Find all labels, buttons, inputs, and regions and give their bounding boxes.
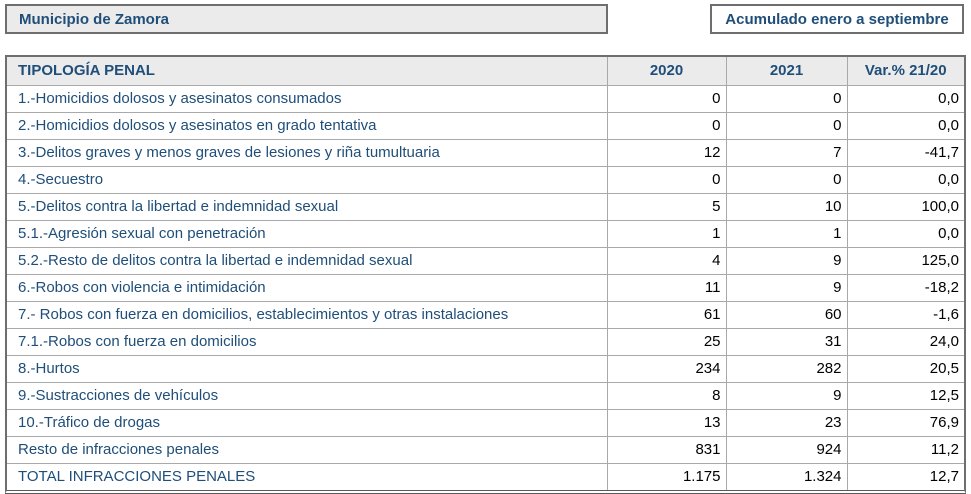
row-label-cell: Resto de infracciones penales (7, 436, 608, 464)
value-2021-cell: 0 (726, 166, 848, 194)
table-row: 7.1.-Robos con fuerza en domicilios 25 31 2… (7, 328, 964, 356)
var-percent-cell: -18,2 (847, 274, 964, 302)
table-row: 1.-Homicidios dolosos y asesinatos consu… (7, 85, 964, 113)
var-percent-cell: 0,0 (847, 112, 964, 140)
value-2020-cell: 12 (607, 139, 727, 167)
value-2020-cell: 8 (607, 382, 727, 410)
table-row: 6.-Robos con violencia e intimidación 11 9… (7, 274, 964, 302)
var-percent-cell: 12,7 (929, 468, 959, 486)
value-2021-cell: 60 (726, 301, 848, 329)
value-2020-cell: 0 (607, 85, 727, 113)
value-2020-cell: 1 (607, 220, 727, 248)
row-label-cell: 5.1.-Agresión sexual con penetración (7, 220, 608, 248)
value-2020-cell: 4 (607, 247, 727, 275)
var-percent-cell: 12,5 (847, 382, 964, 410)
value-2020-cell: 1.175 (607, 463, 727, 490)
crime-typology-table: TIPOLOGÍA PENAL 2020 2021 Var.% 21/20 1.… (5, 55, 966, 494)
table-header-row: TIPOLOGÍA PENAL 2020 2021 Var.% 21/20 (7, 57, 964, 86)
value-2020-cell: 11 (607, 274, 727, 302)
var-percent-cell: 24,0 (847, 328, 964, 356)
row-label-cell: 10.-Tráfico de drogas (7, 409, 608, 437)
value-2021-cell: 924 (726, 436, 848, 464)
municipality-title: Municipio de Zamora (19, 10, 170, 28)
column-header-2021: 2021 (726, 57, 848, 86)
value-2021-cell: 10 (726, 193, 848, 221)
var-percent-cell: 0,0 (847, 85, 964, 113)
var-percent-cell: 125,0 (847, 247, 964, 275)
var-percent-cell: 11,2 (847, 436, 964, 464)
row-label-cell: 6.-Robos con violencia e intimidación (7, 274, 608, 302)
value-2020-cell: 0 (607, 166, 727, 194)
var-percent-cell: 76,9 (847, 409, 964, 437)
value-2021-cell: 1.324 (726, 463, 848, 490)
municipality-title-box: Municipio de Zamora (5, 4, 608, 34)
var-percent-cell: -41,7 (847, 139, 964, 167)
table-row: 5.1.-Agresión sexual con penetración 1 1 0,… (7, 220, 964, 248)
var-percent-cell: 0,0 (847, 220, 964, 248)
value-2021-cell: 7 (726, 139, 848, 167)
table-row: 5.-Delitos contra la libertad e indemnid… (7, 193, 964, 221)
value-2021-cell: 282 (726, 355, 848, 383)
row-label-cell: TOTAL INFRACCIONES PENALES (7, 463, 608, 490)
crime-typology-table-grid: TIPOLOGÍA PENAL 2020 2021 Var.% 21/20 1.… (7, 57, 964, 490)
row-label-cell: 3.-Delitos graves y menos graves de lesi… (7, 139, 608, 167)
value-2021-cell: 31 (726, 328, 848, 356)
value-2020-cell: 0 (607, 112, 727, 140)
table-row: 5.2.-Resto de delitos contra la libertad… (7, 247, 964, 275)
table-row: 10.-Tráfico de drogas 13 23 76,9 (7, 409, 964, 437)
period-title-box: Acumulado enero a septiembre (710, 4, 964, 34)
row-label-cell: 8.-Hurtos (7, 355, 608, 383)
value-2021-cell: 0 (726, 112, 848, 140)
row-label-cell: 7.1.-Robos con fuerza en domicilios (7, 328, 608, 356)
table-row: 2.-Homicidios dolosos y asesinatos en gr… (7, 112, 964, 140)
table-row: 8.-Hurtos 234 282 20,5 (7, 355, 964, 383)
value-2021-cell: 9 (726, 274, 848, 302)
var-percent-cell: 20,5 (847, 355, 964, 383)
value-2021-cell: 23 (726, 409, 848, 437)
table-row: 4.-Secuestro 0 0 0,0 (7, 166, 964, 194)
value-2020-cell: 25 (607, 328, 727, 356)
var-percent-cell: 100,0 (847, 193, 964, 221)
row-label-cell: 9.-Sustracciones de vehículos (7, 382, 608, 410)
value-2021-cell: 9 (726, 382, 848, 410)
var-percent-cell: -1,6 (847, 301, 964, 329)
table-row: 9.-Sustracciones de vehículos 8 9 12,5 (7, 382, 964, 410)
value-2021-cell: 0 (726, 85, 848, 113)
row-label-cell: 4.-Secuestro (7, 166, 608, 194)
row-label-cell: 2.-Homicidios dolosos y asesinatos en gr… (7, 112, 608, 140)
value-2020-cell: 831 (607, 436, 727, 464)
table-row: Resto de infracciones penales 831 924 11,2 (7, 436, 964, 464)
var-percent-cell: 0,0 (847, 166, 964, 194)
value-2020-cell: 5 (607, 193, 727, 221)
value-2021-cell: 1 (726, 220, 848, 248)
table-row: 3.-Delitos graves y menos graves de lesi… (7, 139, 964, 167)
column-header-tipologia-penal: TIPOLOGÍA PENAL (7, 57, 608, 86)
row-label-cell: 1.-Homicidios dolosos y asesinatos consu… (7, 85, 608, 113)
value-2020-cell: 13 (607, 409, 727, 437)
row-label-cell: 5.2.-Resto de delitos contra la libertad… (7, 247, 608, 275)
table-total-row: TOTAL INFRACCIONES PENALES 1.175 1.324 12,7 (7, 463, 964, 490)
value-2021-cell: 9 (726, 247, 848, 275)
column-header-2020: 2020 (607, 57, 727, 86)
period-title: Acumulado enero a septiembre (725, 10, 949, 28)
value-2020-cell: 61 (607, 301, 727, 329)
row-label-cell: 7.- Robos con fuerza en domicilios, esta… (7, 301, 608, 329)
row-label-cell: 5.-Delitos contra la libertad e indemnid… (7, 193, 608, 221)
value-2020-cell: 234 (607, 355, 727, 383)
table-row: 7.- Robos con fuerza en domicilios, esta… (7, 301, 964, 329)
column-header-var-percent: Var.% 21/20 (847, 57, 964, 86)
